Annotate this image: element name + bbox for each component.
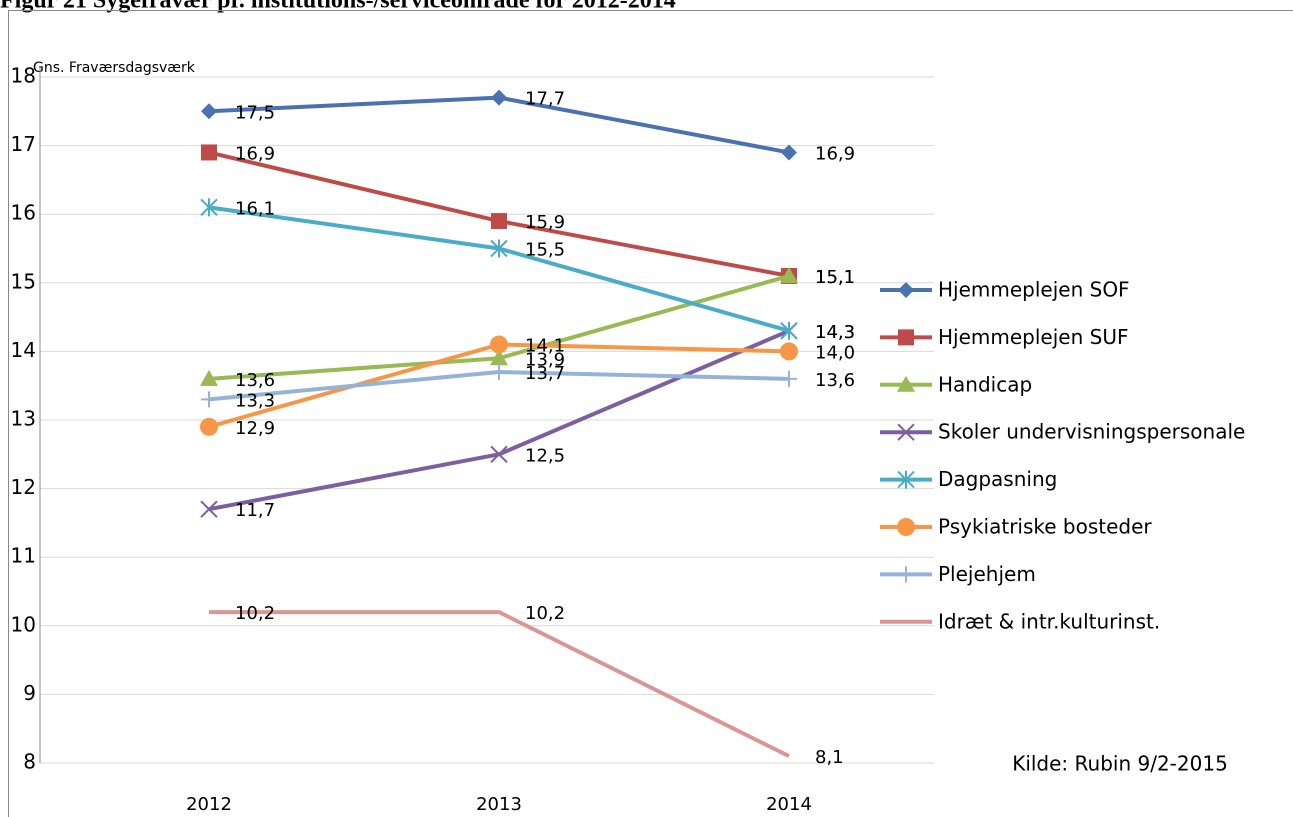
y-tick-label: 8 [23, 750, 36, 774]
data-label: 12,5 [525, 445, 565, 466]
legend-label: Handicap [938, 372, 1032, 396]
legend-label: Hjemmeplejen SUF [938, 325, 1128, 349]
marker [897, 518, 915, 536]
marker [201, 391, 217, 408]
legend-label: Dagpasning [938, 467, 1057, 491]
y-tick-label: 18 [11, 64, 36, 88]
data-label: 15,9 [525, 212, 565, 233]
legend-label: Hjemmeplejen SOF [938, 278, 1130, 302]
data-label: 14,0 [815, 342, 855, 363]
y-tick-label: 9 [23, 681, 36, 705]
x-tick-label: 2013 [476, 794, 522, 815]
marker [491, 213, 507, 230]
data-label: 10,2 [525, 603, 565, 624]
marker [898, 329, 914, 346]
marker [201, 103, 217, 120]
series-line [209, 610, 790, 758]
marker [490, 239, 508, 258]
data-label: 15,5 [525, 240, 565, 261]
chart-title: Figur 21 Sygefravær pr. institutions-/se… [0, 0, 676, 14]
data-label: 13,3 [235, 390, 275, 411]
data-label: 17,7 [525, 89, 565, 110]
data-label: 8,1 [815, 747, 844, 768]
data-label: 16,9 [235, 143, 275, 164]
series-line [208, 95, 790, 155]
marker [898, 566, 914, 583]
frame [8, 10, 1293, 817]
data-label: 13,6 [235, 370, 275, 391]
marker [490, 335, 508, 354]
marker [490, 349, 508, 366]
marker [200, 198, 218, 217]
source: Kilde: Rubin 9/2-2015 [1012, 752, 1228, 776]
legend-label: Skoler undervisningspersonale [938, 420, 1245, 444]
legend-label: Plejehjem [938, 562, 1036, 586]
marker [200, 417, 218, 436]
data-label: 12,9 [235, 418, 275, 439]
x-tick-label: 2014 [766, 794, 812, 815]
data-label: 13,9 [525, 349, 565, 370]
marker [491, 89, 507, 106]
data-label: 16,1 [235, 198, 275, 219]
y-tick-label: 12 [11, 475, 36, 499]
legend-label: Psykiatriske bosteder [938, 515, 1152, 539]
marker [491, 363, 507, 380]
x-tick-label: 2012 [186, 794, 232, 815]
marker [781, 370, 797, 387]
data-label: 14,3 [815, 322, 855, 343]
marker [780, 321, 798, 340]
data-label: 16,9 [815, 143, 855, 164]
legend-label: Idræt & intr.kulturinst. [938, 609, 1160, 633]
marker [490, 445, 508, 464]
y-tick-label: 15 [11, 269, 36, 293]
y-tick-label: 16 [11, 201, 36, 225]
y-tick-label: 13 [11, 407, 36, 431]
marker [780, 266, 798, 283]
data-label: 11,7 [235, 500, 275, 521]
marker [200, 500, 218, 518]
y-tick-label: 10 [11, 612, 36, 636]
marker [897, 470, 915, 489]
y-axis-label: Gns. Fraværsdagsværk [33, 60, 196, 76]
data-label: 13,7 [525, 363, 565, 384]
y-tick-label: 14 [11, 338, 36, 362]
y-tick-label: 11 [11, 544, 36, 568]
data-label: 15,1 [815, 267, 855, 288]
data-label: 15,1 [815, 267, 855, 288]
data-label: 14,1 [525, 336, 565, 357]
y-tick-label: 17 [11, 132, 36, 156]
marker [201, 144, 217, 161]
marker [898, 282, 914, 298]
data-label: 13,6 [815, 370, 855, 391]
data-label: 14,3 [815, 322, 855, 343]
data-label: 10,2 [235, 603, 275, 624]
marker [781, 144, 797, 161]
marker [897, 423, 915, 441]
data-label: 17,5 [235, 102, 275, 123]
marker [200, 369, 218, 386]
marker [897, 375, 915, 392]
marker [780, 342, 798, 361]
